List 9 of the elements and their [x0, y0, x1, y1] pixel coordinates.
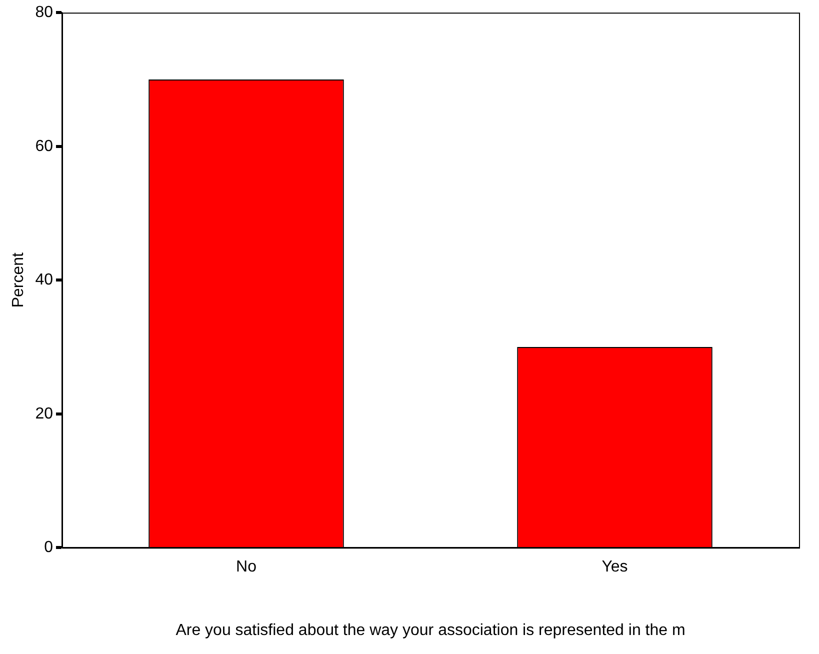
x-tick-label: Yes: [602, 558, 628, 576]
y-tick-label: 80: [35, 4, 54, 22]
y-tick-label: 0: [44, 539, 54, 556]
y-tick-label: 20: [35, 405, 54, 422]
y-tick-label: 40: [35, 272, 54, 289]
y-axis-title: Percent: [10, 252, 28, 308]
x-axis-title: Are you satisfied about the way your association is represented in the m: [176, 622, 686, 639]
y-tick-label: 60: [35, 138, 54, 155]
x-tick-label: No: [236, 558, 257, 576]
